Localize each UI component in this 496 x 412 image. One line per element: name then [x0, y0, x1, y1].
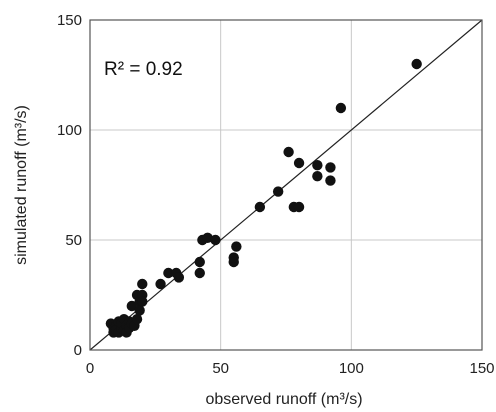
plot-frame	[89, 19, 483, 351]
data-point-45	[325, 162, 336, 173]
data-point-44	[312, 171, 323, 182]
x-axis-label: observed runoff (m³/s)	[205, 391, 362, 408]
data-point-26	[163, 267, 174, 279]
grid-lines	[90, 20, 482, 350]
data-points	[105, 58, 422, 338]
data-point-25	[155, 278, 166, 290]
data-point-46	[325, 175, 336, 186]
x-tick-label-3: 150	[469, 360, 494, 377]
data-point-32	[202, 232, 213, 243]
data-point-36	[231, 241, 242, 252]
data-point-28	[173, 272, 185, 283]
y-tick-label-2: 100	[57, 122, 82, 139]
data-point-39	[283, 146, 294, 158]
r-squared-annotation: R² = 0.92	[104, 59, 183, 80]
x-tick-label-2: 100	[339, 360, 364, 377]
data-point-16	[126, 300, 138, 312]
data-point-21	[134, 305, 145, 316]
y-tick-label-0: 0	[74, 342, 82, 359]
data-point-33	[210, 234, 221, 246]
y-tick-label-1: 50	[65, 232, 82, 249]
one-to-one-line	[89, 19, 483, 351]
data-point-24	[137, 296, 148, 307]
data-point-29	[194, 256, 205, 268]
x-tick-label-0: 0	[86, 360, 94, 377]
data-point-18	[131, 314, 143, 325]
data-point-35	[228, 252, 239, 263]
data-point-47	[335, 102, 347, 114]
x-tick-labels: 0 50 100 150	[86, 360, 495, 377]
data-point-38	[272, 186, 284, 197]
data-point-48	[411, 58, 422, 70]
y-axis-label: simulated runoff (m³/s)	[13, 105, 30, 265]
data-point-41	[293, 157, 305, 169]
data-point-43	[312, 160, 323, 171]
y-tick-label-3: 150	[57, 12, 82, 29]
data-point-42	[293, 201, 305, 213]
data-point-30	[194, 267, 205, 279]
data-point-37	[254, 201, 266, 213]
x-tick-label-1: 50	[212, 360, 229, 377]
data-point-22	[137, 278, 148, 290]
y-tick-labels: 0 50 100 150	[57, 12, 82, 359]
